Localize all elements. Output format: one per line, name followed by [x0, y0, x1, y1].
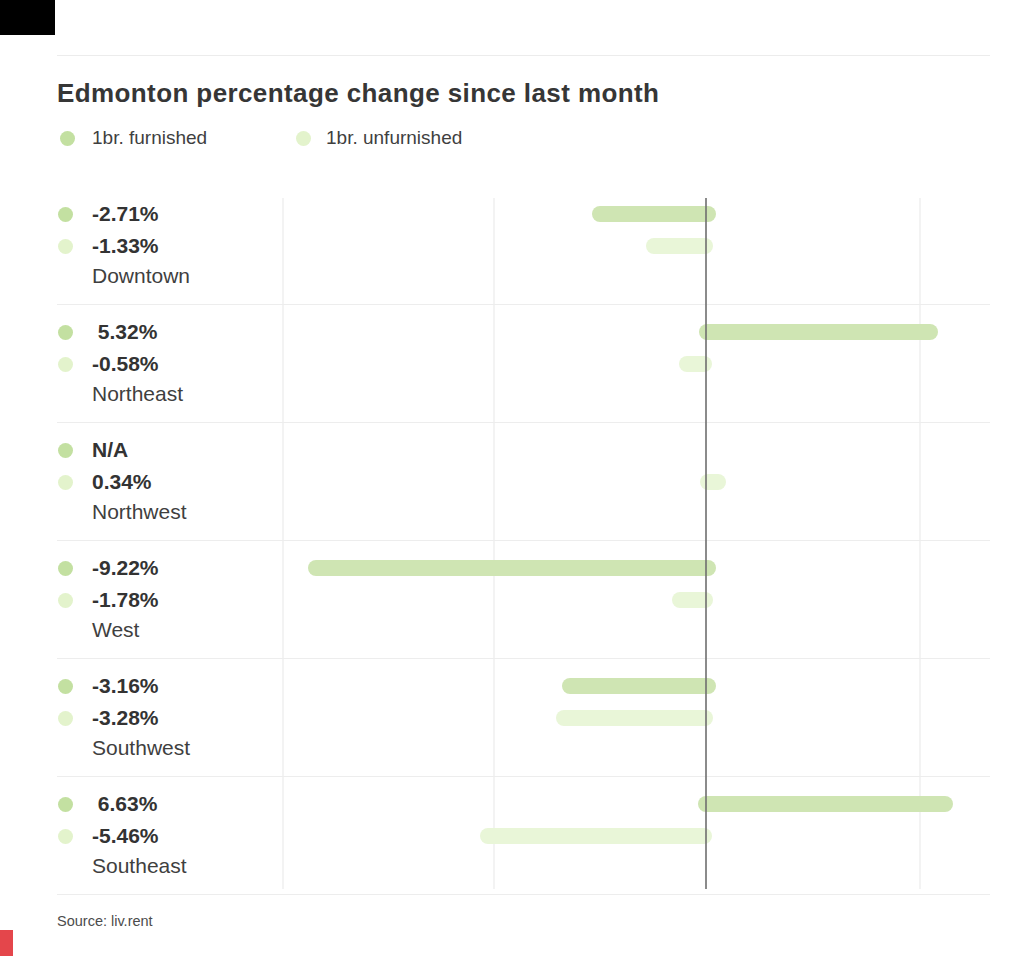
unfurnished-value: -5.46% [92, 825, 159, 847]
furnished-value: 6.63% [92, 793, 157, 815]
region-label: Southeast [92, 854, 187, 878]
chart-card: Edmonton percentage change since last mo… [0, 0, 1024, 956]
unfurnished-value: -1.33% [92, 235, 159, 257]
furnished-dot [58, 207, 73, 222]
unfurnished-bar[interactable] [646, 238, 713, 254]
furnished-bar[interactable] [562, 678, 716, 694]
unfurnished-bar[interactable] [700, 474, 726, 490]
region-label: Downtown [92, 264, 190, 288]
unfurnished-dot [58, 829, 73, 844]
furnished-dot [58, 443, 73, 458]
unfurnished-dot [58, 239, 73, 254]
chart-row-northeast: 5.32% -0.58% Northeast [57, 304, 990, 423]
furnished-bar[interactable] [592, 206, 716, 222]
furnished-value: -9.22% [92, 557, 159, 579]
furnished-dot [58, 679, 73, 694]
furnished-value: -2.71% [92, 203, 159, 225]
region-label: Southwest [92, 736, 190, 760]
unfurnished-bar[interactable] [480, 828, 712, 844]
unfurnished-value: -1.78% [92, 589, 159, 611]
furnished-dot [58, 325, 73, 340]
unfurnished-dot [58, 357, 73, 372]
chart-row-downtown: -2.71% -1.33% Downtown [57, 186, 990, 305]
unfurnished-value: 0.34% [92, 471, 152, 493]
furnished-value: -3.16% [92, 675, 159, 697]
unfurnished-dot [58, 711, 73, 726]
furnished-dot [58, 797, 73, 812]
unfurnished-dot [58, 593, 73, 608]
chart-row-southeast: 6.63% -5.46% Southeast [57, 776, 990, 895]
furnished-legend-dot [60, 131, 75, 146]
unfurnished-dot [58, 475, 73, 490]
furnished-dot [58, 561, 73, 576]
furnished-value: N/A [92, 439, 128, 461]
bottom-left-red-patch [0, 930, 13, 956]
furnished-bar[interactable] [308, 560, 716, 576]
unfurnished-bar[interactable] [556, 710, 713, 726]
furnished-bar[interactable] [699, 324, 938, 340]
unfurnished-legend-dot [296, 131, 311, 146]
source-note: Source: liv.rent [57, 913, 153, 929]
legend-item-furnished[interactable]: 1br. furnished [92, 127, 207, 149]
region-label: Northeast [92, 382, 183, 406]
unfurnished-bar[interactable] [679, 356, 712, 372]
zero-axis-line [705, 198, 707, 889]
chart-row-southwest: -3.16% -3.28% Southwest [57, 658, 990, 777]
top-divider [57, 55, 990, 56]
unfurnished-value: -3.28% [92, 707, 159, 729]
region-label: West [92, 618, 139, 642]
furnished-bar[interactable] [698, 796, 953, 812]
furnished-value: 5.32% [92, 321, 157, 343]
chart-row-northwest: N/A 0.34% Northwest [57, 422, 990, 541]
region-label: Northwest [92, 500, 187, 524]
unfurnished-value: -0.58% [92, 353, 159, 375]
chart-title: Edmonton percentage change since last mo… [57, 78, 659, 109]
chart-legend: 1br. furnished 1br. unfurnished [57, 127, 990, 151]
top-left-black-patch [0, 0, 55, 35]
chart-row-west: -9.22% -1.78% West [57, 540, 990, 659]
legend-item-unfurnished[interactable]: 1br. unfurnished [326, 127, 462, 149]
